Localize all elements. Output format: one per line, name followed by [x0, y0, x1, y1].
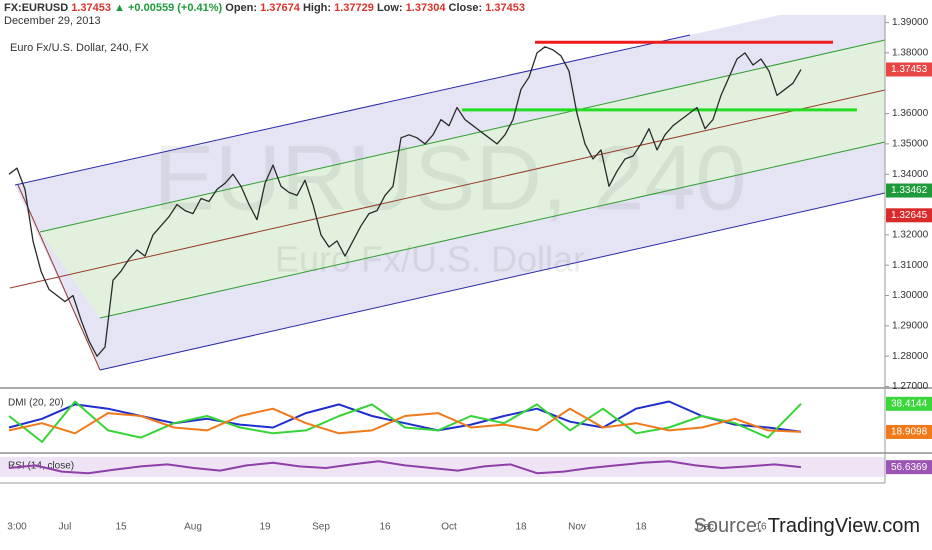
low: 1.37304 — [406, 2, 447, 14]
panel-title: DMI (20, 20) — [8, 398, 64, 409]
x-tick-label: 3:00 — [7, 522, 27, 533]
price-flag — [886, 424, 932, 439]
y-tick-label: 1.28000 — [892, 351, 929, 362]
series-line — [8, 46, 802, 357]
price-flag — [886, 183, 932, 198]
pitchfork-handle — [17, 184, 101, 371]
y-tick-label: 1.30000 — [892, 290, 929, 301]
price-flag-label: 56.6369 — [891, 462, 928, 473]
price-flag — [886, 62, 932, 77]
x-tick-label: Oct — [441, 522, 457, 533]
price-flag — [886, 208, 932, 223]
median-line — [9, 89, 886, 289]
x-tick-label: 15 — [115, 522, 127, 533]
price-flag-label: 1.32645 — [891, 210, 928, 221]
date: December 29, 2013 — [4, 15, 101, 27]
series-line — [8, 460, 802, 475]
high-label: High: — [303, 2, 331, 14]
y-tick-label: 1.31000 — [892, 260, 929, 271]
watermark-sub: Euro Fx/U.S. Dollar — [275, 239, 585, 280]
y-tick-label: 1.27000 — [892, 381, 929, 392]
y-tick-label: 1.36000 — [892, 108, 929, 119]
y-tick-label: 1.35000 — [892, 139, 929, 150]
x-tick-label: 16 — [379, 522, 391, 533]
y-tick-label: 1.29000 — [892, 320, 929, 331]
open-label: Open: — [225, 2, 257, 14]
price-flag-label: 1.33462 — [891, 185, 928, 196]
watermark: EURUSD, 240 — [153, 127, 746, 229]
chart-title: Euro Fx/U.S. Dollar, 240, FX — [10, 42, 149, 54]
y-tick-label: 1.38000 — [892, 48, 929, 59]
x-tick-label: 18 — [635, 522, 647, 533]
channel-upper — [39, 39, 886, 233]
y-tick-label: 1.32000 — [892, 229, 929, 240]
ticker-line: FX:EURUSD 1.37453 ▲ +0.00559 (+0.41%) Op… — [4, 2, 525, 14]
symbol: FX:EURUSD — [4, 2, 68, 14]
close-label: Close: — [449, 2, 483, 14]
y-tick-label: 1.39000 — [892, 17, 929, 28]
source-name: TradingView.com — [768, 515, 920, 537]
price-flag-label: 18.9098 — [891, 427, 928, 438]
open: 1.37674 — [260, 2, 301, 14]
high: 1.37729 — [334, 2, 374, 14]
x-tick-label: Sep — [312, 522, 330, 533]
x-tick-label: 19 — [259, 522, 271, 533]
price-flag-label: 1.37453 — [891, 64, 928, 75]
price-flag-label: 38.4144 — [891, 398, 928, 409]
series-line — [8, 400, 802, 443]
source-label: Source: — [694, 515, 768, 537]
low-label: Low: — [377, 2, 403, 14]
y-tick-label: 1.34000 — [892, 169, 929, 180]
price-flag — [886, 396, 932, 411]
change: ▲ +0.00559 (+0.41%) — [114, 2, 222, 14]
price-flag — [886, 460, 932, 475]
series-line — [8, 407, 802, 435]
x-tick-label: Dec — [696, 522, 714, 533]
source: Source: TradingView.com — [694, 515, 920, 537]
pitchfork-upper — [14, 34, 691, 186]
x-tick-label: 18 — [515, 522, 527, 533]
x-tick-label: Aug — [184, 522, 202, 533]
pitchfork-lower — [99, 192, 886, 371]
channel-lower — [99, 141, 886, 319]
x-tick-label: 16 — [755, 522, 767, 533]
x-tick-label: Nov — [568, 522, 586, 533]
last: 1.37453 — [71, 2, 111, 14]
x-tick-label: Jul — [59, 522, 72, 533]
close: 1.37453 — [485, 2, 525, 14]
